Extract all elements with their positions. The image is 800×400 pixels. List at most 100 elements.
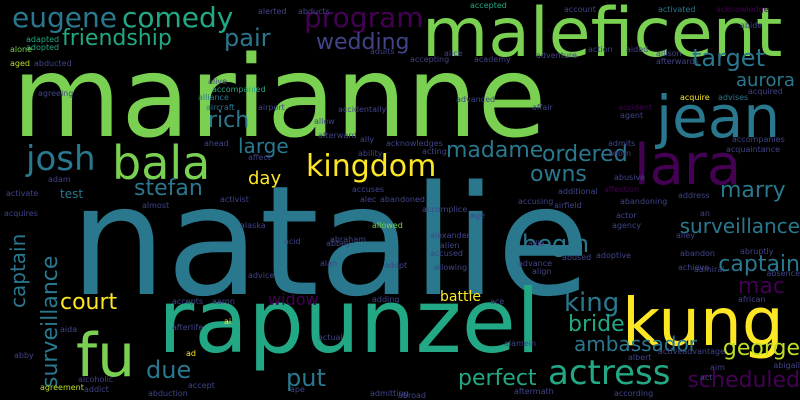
word-alone: alone [10,45,33,54]
word-battle: perfect [458,366,537,391]
word-test: scheduled [687,368,800,393]
word-alias: test [60,187,84,201]
word-allowed: allowed [372,221,403,230]
word-natalie: natalie [70,153,591,330]
word-acquired: acquired [748,87,783,96]
word-additional: additional [558,187,598,196]
word-agree: ape [290,385,305,394]
word-accepted: accepted [470,1,507,10]
word-accomplice: accomplice [422,205,468,214]
word-captain-vertical: captain [6,233,30,308]
word-owns: owns [530,162,587,187]
word-abide: abide [740,21,763,30]
word-josh: josh [26,139,96,179]
word-affair: affair [532,103,553,112]
word-admiral: admiral [694,265,725,274]
word-alley: alley [676,231,696,240]
word-alive: alive [208,77,228,86]
word-abandoned: abandoned [380,195,425,204]
word-aftermath: aftermath [514,387,554,396]
word-account: account [564,5,596,14]
word-ace: ace [490,297,505,306]
word-abandoning: abandoning [620,197,668,206]
word-accusing: accusing [518,197,554,206]
word-actress: actress [548,353,671,393]
word-adoptive: adoptive [596,251,631,260]
word-alice: alice [444,49,463,58]
word-address: address [678,191,710,200]
word-an: adults [370,47,395,56]
word-adopt: adopt [384,261,408,270]
word-admitting: admitting [370,389,409,398]
word-widow: court [60,290,118,315]
word-african: african [738,295,766,304]
word-kung: kung [622,284,784,361]
word-activated: activated [658,5,696,14]
word-achieve: achieve [678,263,710,272]
word-alerted: alerted [258,7,287,16]
word-accident: accident [618,103,653,112]
word-accidentally: accidentally [338,105,387,114]
word-allie: allie [528,239,545,248]
word-advises: advises [718,93,749,102]
word-king: mac [738,274,786,299]
word-unite: battle [440,289,481,305]
word-aurora: aurora [736,70,795,91]
word-jean: jean [656,83,781,151]
word-rapunzel: rapunzel [158,270,541,373]
word-wedding: wedding [316,30,410,55]
word-absence: absence [766,269,800,278]
word-activist: activist [220,195,249,204]
word-acquire: acquire [680,93,710,102]
word-bride: king [564,288,620,318]
word-friendship: friendship [62,26,172,51]
word-allison: allison [656,49,682,58]
word-alamein: alamein [504,339,537,348]
word-advice: advice [248,271,275,280]
word-age: age [470,211,485,220]
word-activity: actual [318,333,343,342]
word-alexander: alexander [430,231,470,240]
word-aided: aided [626,45,649,54]
word-eugene: eugene [12,1,117,34]
word-advance: advance [518,259,553,268]
word-airfield: airfield [554,201,582,210]
word-accompanied: accompanied [212,85,266,94]
word-accused: accused [430,249,463,258]
word-ability: ability [358,149,383,158]
word-aim: aim [710,363,725,372]
word-adding: adding [372,295,400,304]
word-ambassador: widow [268,290,319,309]
word-abby: abby [14,351,34,360]
word-madame: madame [446,138,544,163]
word-agent: agent [620,111,644,120]
word-admits: admits [608,139,636,148]
word-affection: affection [604,185,640,194]
word-adds: an [700,209,710,218]
word-abandon: abandon [680,249,715,258]
word-adapted: adapted [26,35,60,44]
word-adopted: adopted [26,43,60,52]
word-marianne: marianne [12,33,547,163]
word-marry: marry [720,178,786,203]
word-alliance: alliance [198,93,229,102]
word-george: bride [568,312,625,337]
word-day: day [248,168,282,189]
word-affect: affect [248,153,271,162]
word-acquaintance: acquaintance [726,145,781,154]
word-aircraft: aircraft [206,103,235,112]
word-sort: alaska [240,221,266,230]
word-acknowledge: acknowledge [716,5,769,14]
word-accept: accept [188,381,215,390]
word-surveillance-vertical: surveillance [38,255,63,388]
word-acquires: acquires [4,209,38,218]
word-accepts: accepts [172,297,204,306]
word-perfect: due [146,356,192,384]
word-acid: acid [284,237,301,246]
word-stefan: stefan [134,176,203,201]
word-large: large [238,134,289,158]
word-program: program [304,1,424,34]
word-acknowledges: acknowledges [386,139,443,148]
word-target: target [692,44,765,72]
